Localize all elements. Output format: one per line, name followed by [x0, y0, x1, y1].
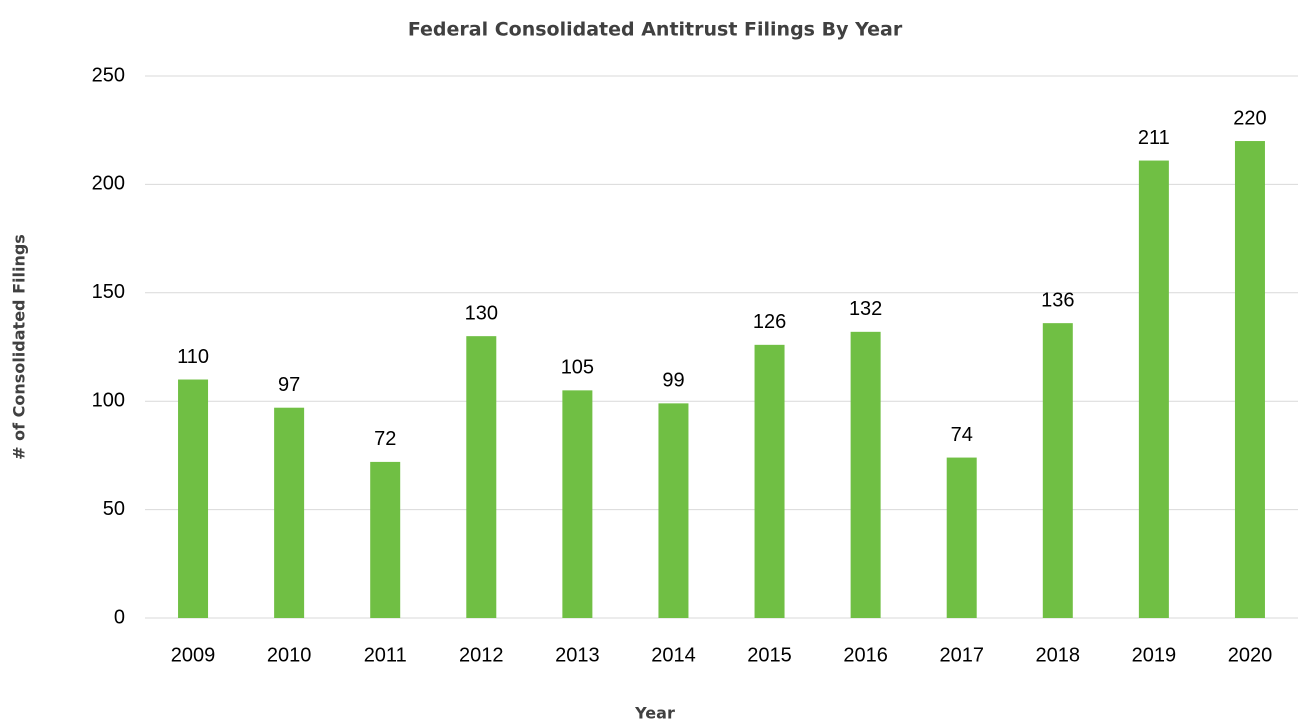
y-tick-label: 0	[114, 606, 125, 628]
bar	[562, 390, 593, 618]
x-tick-label: 2020	[1228, 644, 1273, 666]
bar	[1042, 323, 1073, 618]
x-tick-label: 2012	[459, 644, 504, 666]
x-tick-label: 2010	[267, 644, 312, 666]
x-tick-label: 2013	[555, 644, 600, 666]
bar	[1234, 141, 1265, 619]
data-label: 105	[561, 357, 594, 379]
x-tick-label: 2018	[1036, 644, 1081, 666]
chart-title: Federal Consolidated Antitrust Filings B…	[408, 19, 903, 41]
y-axis-label: # of Consolidated Filings	[10, 234, 29, 460]
x-tick-label: 2019	[1132, 644, 1177, 666]
bar	[754, 344, 785, 618]
data-label: 74	[951, 424, 973, 446]
data-label: 132	[849, 298, 882, 320]
data-label: 220	[1233, 107, 1266, 129]
data-label: 72	[374, 428, 396, 450]
x-tick-label: 2015	[747, 644, 792, 666]
data-label: 126	[753, 311, 786, 333]
bar	[370, 461, 401, 618]
x-tick-label: 2009	[171, 644, 216, 666]
x-axis-label: Year	[634, 704, 675, 723]
x-tick-label: 2011	[364, 644, 407, 666]
data-label: 130	[465, 302, 498, 324]
bar	[1138, 160, 1169, 618]
bar	[178, 379, 209, 618]
data-label: 99	[662, 370, 684, 392]
y-tick-label: 50	[103, 498, 125, 520]
bar	[946, 457, 977, 618]
y-tick-label: 200	[92, 173, 125, 195]
bar	[466, 336, 497, 618]
bar	[274, 407, 305, 618]
y-tick-label: 150	[92, 281, 125, 303]
data-label: 97	[278, 374, 300, 396]
x-tick-label: 2014	[651, 644, 696, 666]
data-label: 110	[177, 346, 209, 368]
data-label: 211	[1138, 127, 1170, 149]
x-tick-label: 2016	[843, 644, 888, 666]
y-tick-label: 250	[92, 64, 125, 86]
bar	[658, 403, 689, 618]
bar	[850, 331, 881, 618]
x-tick-label: 2017	[939, 644, 984, 666]
data-label: 136	[1041, 289, 1074, 311]
y-tick-label: 100	[92, 389, 125, 411]
